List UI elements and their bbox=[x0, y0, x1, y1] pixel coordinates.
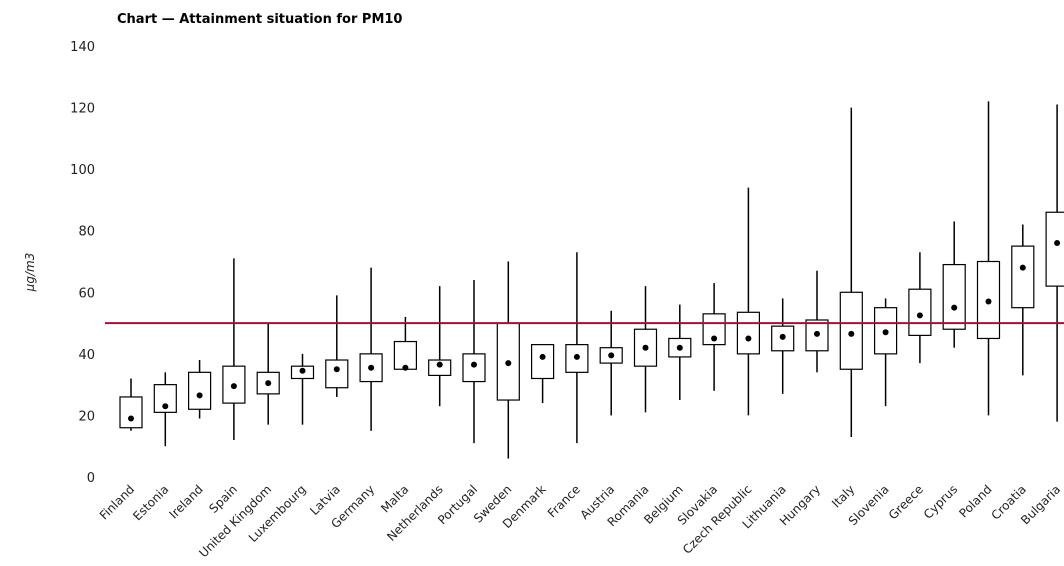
median-point bbox=[642, 344, 649, 351]
x-tick-label: France bbox=[545, 482, 583, 520]
box-lithuania bbox=[771, 298, 795, 394]
box bbox=[462, 353, 486, 383]
box-denmark bbox=[530, 344, 555, 404]
median-point bbox=[299, 367, 306, 374]
box bbox=[119, 396, 143, 429]
x-tick-label: Greece bbox=[886, 482, 926, 522]
box-bulgaria bbox=[1045, 104, 1064, 422]
median-point bbox=[265, 380, 272, 387]
median-point bbox=[471, 361, 477, 368]
median-point bbox=[985, 298, 992, 305]
box-portugal bbox=[462, 279, 486, 444]
median-point bbox=[814, 330, 820, 337]
box bbox=[188, 371, 212, 410]
x-tick-label: Finland bbox=[97, 482, 137, 522]
y-tick-label: 140 bbox=[70, 40, 95, 55]
x-tick-label: Cyprus bbox=[921, 482, 961, 522]
median-point bbox=[848, 330, 855, 337]
box bbox=[942, 263, 966, 330]
box-slovakia bbox=[702, 283, 726, 391]
box-sweden bbox=[496, 261, 520, 459]
median-point bbox=[745, 335, 752, 342]
box-luxembourg bbox=[290, 353, 315, 425]
box bbox=[702, 313, 726, 346]
box-greece bbox=[908, 252, 932, 364]
y-tick-label: 40 bbox=[78, 348, 95, 363]
y-tick-label: 80 bbox=[78, 225, 95, 240]
box-latvia bbox=[325, 295, 349, 397]
median-point bbox=[368, 364, 375, 371]
median-point bbox=[333, 366, 340, 373]
box bbox=[325, 359, 349, 389]
box-austria bbox=[599, 310, 623, 416]
box-finland bbox=[119, 378, 143, 431]
median-point bbox=[916, 312, 923, 319]
y-tick-label: 20 bbox=[78, 409, 95, 424]
box bbox=[1045, 211, 1064, 287]
chart-title: Chart — Attainment situation for PM10 bbox=[117, 12, 403, 27]
box-czech-republic bbox=[736, 187, 761, 416]
box-croatia bbox=[1011, 224, 1035, 376]
median-point bbox=[1054, 240, 1061, 247]
box-netherlands bbox=[428, 286, 452, 407]
median-point bbox=[505, 360, 512, 367]
box bbox=[736, 311, 761, 355]
box bbox=[428, 359, 452, 377]
median-point bbox=[128, 415, 134, 422]
box-malta bbox=[393, 316, 417, 371]
x-tick-label: Italy bbox=[829, 482, 857, 510]
box bbox=[530, 344, 555, 380]
x-tick-label: Poland bbox=[956, 482, 994, 520]
box-slovenia bbox=[873, 298, 898, 407]
box-united-kingdom bbox=[256, 323, 280, 425]
box-romania bbox=[633, 286, 658, 413]
y-tick-label: 120 bbox=[70, 102, 95, 117]
box bbox=[908, 288, 932, 336]
median-point bbox=[573, 353, 580, 360]
box-italy bbox=[839, 107, 863, 437]
median-point bbox=[608, 352, 615, 359]
box-estonia bbox=[153, 372, 177, 447]
box-belgium bbox=[668, 304, 692, 401]
median-point bbox=[196, 392, 203, 399]
y-tick-label: 100 bbox=[70, 163, 95, 178]
median-point bbox=[402, 364, 409, 371]
median-point bbox=[882, 329, 889, 336]
box-hungary bbox=[805, 270, 829, 373]
median-point bbox=[436, 361, 443, 368]
box-cyprus bbox=[942, 221, 966, 348]
median-point bbox=[676, 344, 683, 351]
box bbox=[153, 384, 177, 413]
x-tick-label: Estonia bbox=[130, 482, 171, 523]
box bbox=[1011, 245, 1035, 309]
median-point bbox=[230, 383, 237, 390]
y-tick-label: 0 bbox=[87, 471, 95, 486]
median-point bbox=[779, 333, 786, 340]
y-tick-label: 60 bbox=[78, 286, 95, 301]
median-point bbox=[711, 335, 718, 342]
box-germany bbox=[359, 267, 383, 431]
y-axis: 0 20 40 60 80 100 120 140 bbox=[70, 40, 95, 486]
median-point bbox=[162, 403, 169, 410]
box bbox=[839, 291, 863, 370]
box-france bbox=[565, 252, 589, 444]
box-spain bbox=[222, 258, 246, 441]
box-poland bbox=[976, 101, 1001, 416]
box-series bbox=[119, 101, 1064, 459]
box-ireland bbox=[188, 360, 212, 419]
x-tick-label: Ireland bbox=[166, 482, 205, 521]
median-point bbox=[951, 304, 958, 311]
y-axis-label: µg/m3 bbox=[23, 253, 37, 293]
median-point bbox=[1019, 264, 1026, 271]
median-point bbox=[539, 353, 546, 360]
